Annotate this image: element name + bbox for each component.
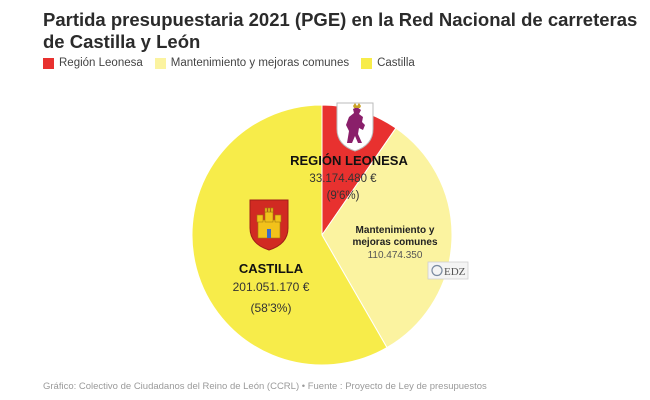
label-region-leonesa-value: 33.174.480 € <box>309 173 377 185</box>
legend: Región Leonesa Mantenimiento y mejoras c… <box>43 57 427 69</box>
legend-item-mantenimiento: Mantenimiento y mejoras comunes <box>154 57 350 69</box>
legend-item-region-leonesa: Región Leonesa <box>43 57 143 69</box>
label-mantenimiento-name-line1: Mantenimiento y <box>356 225 435 236</box>
legend-label-region-leonesa: Región Leonesa <box>59 57 143 69</box>
castilla-coat-of-arms-icon <box>249 199 289 251</box>
label-castilla-name: CASTILLA <box>239 261 304 276</box>
legend-swatch-mantenimiento <box>154 57 166 69</box>
label-region-leonesa-name: REGIÓN LEONESA <box>290 153 408 168</box>
edz-watermark: EDZ <box>427 261 469 280</box>
pie-slice-castilla <box>191 104 388 366</box>
legend-item-castilla: Castilla <box>361 57 415 69</box>
legend-label-castilla: Castilla <box>377 57 415 69</box>
label-mantenimiento-value: 110.474.350 <box>368 250 423 261</box>
pie-slice-mantenimiento <box>321 127 453 349</box>
label-mantenimiento-name-line2: mejoras comunes <box>352 237 437 248</box>
label-castilla-percent: (58'3%) <box>251 301 292 315</box>
watermark-circle-icon <box>431 264 443 277</box>
leon-coat-of-arms-icon <box>336 102 374 152</box>
label-castilla-value: 201.051.170 € <box>233 280 310 294</box>
slice-labels: REGIÓN LEONESA 33.174.480 € (9'6%) Mante… <box>233 153 438 315</box>
legend-swatch-castilla <box>361 57 373 69</box>
legend-label-mantenimiento: Mantenimiento y mejoras comunes <box>170 57 350 69</box>
chart-title: Partida presupuestaria 2021 (PGE) en la … <box>43 9 638 52</box>
label-region-leonesa-percent: (9'6%) <box>327 190 360 202</box>
watermark-text: EDZ <box>444 266 466 278</box>
chart-source-footer: Gráfico: Colectivo de Ciudadanos del Rei… <box>43 381 487 392</box>
legend-swatch-region-leonesa <box>43 57 54 69</box>
